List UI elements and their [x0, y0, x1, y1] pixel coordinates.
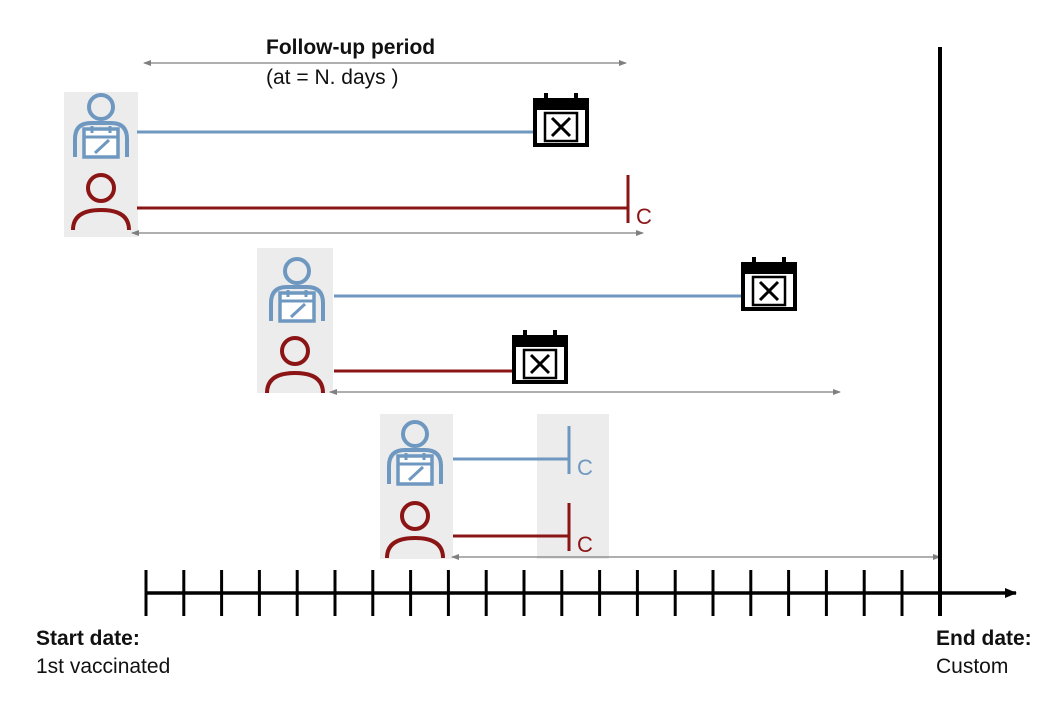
censor-label: C: [577, 455, 593, 480]
vaccinated-person-icon: [387, 420, 443, 486]
follow-up-subtitle: (at = N. days ): [266, 66, 399, 89]
censor-marks: C C C: [567, 175, 652, 557]
vaccinated-person-icon: [269, 257, 325, 323]
calendar-x-icon: [741, 257, 797, 311]
period-arrows: [131, 60, 941, 560]
end-date-label: End date:: [936, 627, 1032, 650]
time-axis: [144, 47, 1017, 616]
shaded-backgrounds: [64, 92, 609, 559]
censor-label: C: [636, 204, 652, 229]
follow-up-title: Follow-up period: [266, 36, 436, 59]
censor-mark: C: [567, 503, 593, 557]
follow-up-lines: [137, 130, 742, 538]
calendar-x-icon: [512, 330, 568, 384]
pair-shade: [64, 92, 138, 237]
person-icon: [385, 501, 445, 559]
vaccinated-person-icon: [73, 93, 129, 159]
start-date-value: 1st vaccinated: [36, 655, 171, 678]
person-icons: [71, 93, 445, 559]
start-date-label: Start date:: [36, 627, 140, 650]
pair-shade: [380, 414, 453, 559]
event-icons: [512, 93, 797, 384]
person-icon: [265, 336, 325, 394]
censor-mark: C: [626, 175, 652, 229]
calendar-x-icon: [533, 93, 589, 147]
censor-label: C: [577, 532, 593, 557]
end-date-value: Custom: [936, 655, 1009, 678]
person-icon: [71, 173, 131, 231]
censor-mark: C: [567, 426, 593, 480]
